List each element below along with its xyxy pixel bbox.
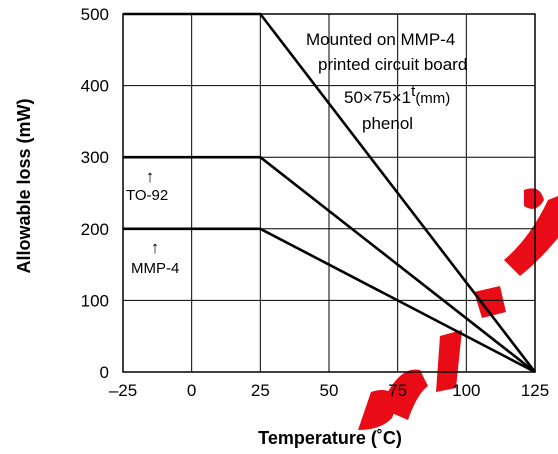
x-tick-label: 75 — [388, 381, 407, 400]
mmp4-annotation: ↑ MMP-4 — [131, 238, 179, 277]
x-tick-label: 50 — [320, 381, 339, 400]
x-tick-label: 125 — [521, 381, 549, 400]
to92-label: TO-92 — [126, 187, 168, 204]
x-tick-label: 25 — [251, 381, 270, 400]
y-tick-label: 500 — [81, 5, 109, 24]
mmp4-arrow-icon: ↑ — [151, 238, 160, 257]
x-axis-title: Temperature (˚C) — [258, 428, 402, 448]
watermark — [358, 188, 558, 430]
to92-arrow-icon: ↑ — [146, 167, 155, 186]
x-tick-label: 100 — [452, 381, 480, 400]
series-line-3 — [123, 227, 536, 374]
board-line-1: Mounted on MMP-4 — [306, 30, 455, 49]
board-dimensions: 50×75×1t(mm) — [344, 83, 450, 107]
x-tick-labels: –25 0 25 50 75 100 125 — [109, 381, 549, 400]
board-dims-sup: t — [411, 83, 416, 100]
board-dims-unit: (mm) — [415, 90, 450, 107]
y-tick-label: 400 — [81, 77, 109, 96]
y-axis-title: Allowable loss (mW) — [14, 98, 34, 273]
board-line-2: printed circuit board — [318, 55, 467, 74]
to92-annotation: ↑ TO-92 — [126, 167, 168, 204]
y-tick-label: 100 — [81, 291, 109, 310]
y-tick-labels: 0 100 200 300 400 500 — [81, 5, 109, 382]
plot-border — [122, 13, 536, 373]
y-tick-label: 300 — [81, 148, 109, 167]
y-tick-label: 200 — [81, 220, 109, 239]
y-tick-label: 0 — [100, 363, 109, 382]
grid — [123, 14, 535, 372]
series-line-2 — [123, 155, 536, 374]
series-line-1 — [123, 12, 537, 373]
series-lines — [123, 12, 537, 374]
board-dims-value: 50×75×1 — [344, 88, 411, 107]
x-tick-label: 0 — [187, 381, 196, 400]
board-annotation: Mounted on MMP-4 printed circuit board 5… — [306, 30, 467, 133]
plot-frame — [122, 13, 536, 373]
mmp4-label: MMP-4 — [131, 260, 179, 277]
x-tick-label: –25 — [109, 381, 137, 400]
board-material: phenol — [362, 114, 413, 133]
